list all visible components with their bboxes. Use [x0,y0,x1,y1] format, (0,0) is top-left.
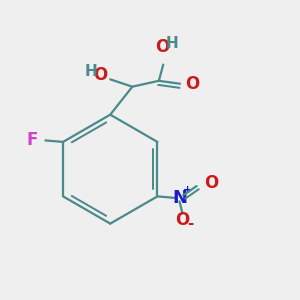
Text: H: H [84,64,97,79]
Text: -: - [188,216,194,231]
Text: N: N [172,189,187,207]
Text: O: O [93,66,107,84]
Text: O: O [185,75,200,93]
Text: +: + [183,184,192,195]
Text: H: H [166,36,178,51]
Text: O: O [175,211,190,229]
Text: O: O [204,174,218,192]
Text: O: O [155,38,169,56]
Text: F: F [27,131,38,149]
